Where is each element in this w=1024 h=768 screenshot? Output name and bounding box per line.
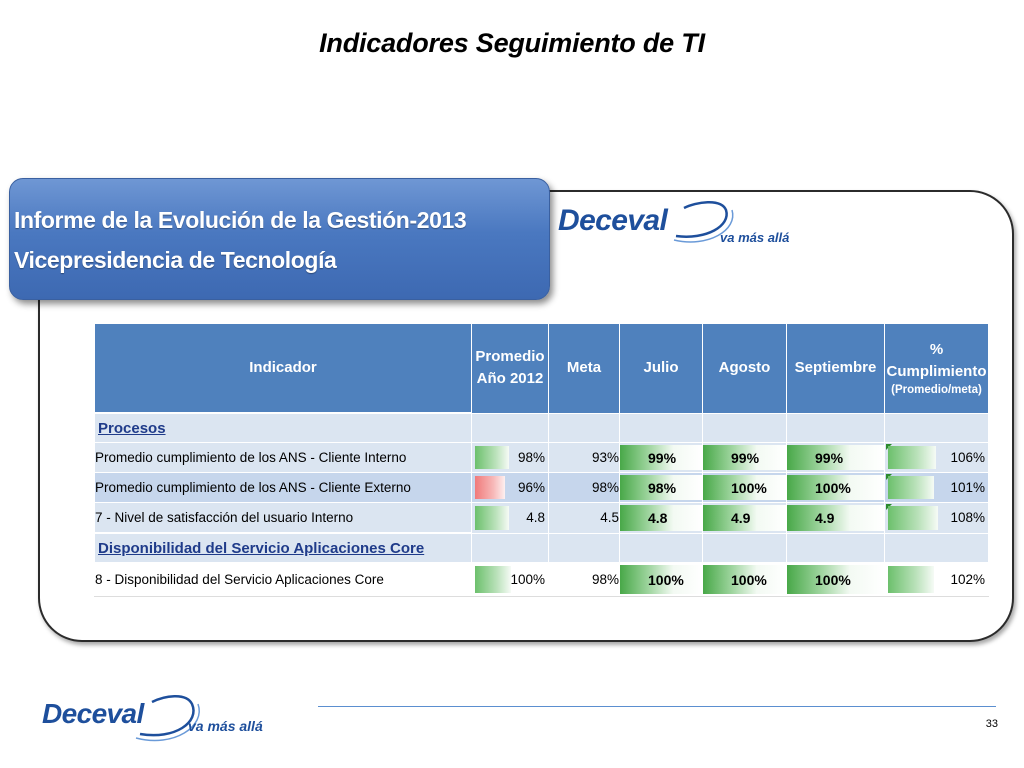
septiembre-cell: 99%	[786, 442, 885, 473]
slide-title: Indicadores Seguimiento de TI	[319, 28, 705, 58]
agosto-value: 100%	[731, 571, 767, 588]
table-row: Promedio cumplimiento de los ANS - Clien…	[94, 442, 989, 473]
page-number: 33	[985, 718, 998, 730]
septiembre-value: 100%	[815, 479, 851, 496]
cumplimiento-cell: 101%	[884, 472, 989, 503]
header-septiembre: Septiembre	[786, 323, 885, 414]
septiembre-cell: 4.9	[786, 502, 885, 534]
septiembre-value: 4.9	[815, 509, 835, 526]
table-row: 8 - Disponibilidad del Servicio Aplicaci…	[94, 562, 989, 597]
indicator-name: Promedio cumplimiento de los ANS - Clien…	[94, 442, 472, 473]
header-promedio: Promedio Año 2012	[471, 323, 549, 414]
julio-cell: 100%	[619, 562, 703, 597]
table-row: Promedio cumplimiento de los ANS - Clien…	[94, 472, 989, 503]
promedio-value: 98%	[517, 450, 545, 465]
deceval-logo-top: Deceval va más allá	[556, 196, 796, 260]
julio-cell: 98%	[619, 472, 703, 503]
footer-divider	[318, 706, 996, 707]
meta-value: 93%	[548, 442, 620, 473]
banner-title: Informe de la Evolución de la Gestión-20…	[14, 207, 467, 233]
indicator-name: 8 - Disponibilidad del Servicio Aplicaci…	[94, 562, 472, 597]
cumplimiento-value: 106%	[950, 450, 985, 465]
section-title: Disponibilidad del Servicio Aplicaciones…	[94, 532, 472, 563]
agosto-cell: 99%	[702, 442, 787, 473]
header-promedio-label: Promedio Año 2012	[475, 348, 545, 388]
agosto-value: 4.9	[731, 509, 751, 526]
header-cumplimiento-label: % Cumplimiento	[886, 341, 987, 381]
logo-swoosh-icon	[673, 201, 734, 243]
table-row: 7 - Nivel de satisfacción del usuario In…	[94, 502, 989, 534]
septiembre-value: 100%	[815, 571, 851, 588]
promedio-cell: 100%	[471, 562, 549, 597]
table-header-row: Indicador Promedio Año 2012 Meta Julio A…	[94, 323, 989, 414]
report-banner: Informe de la Evolución de la Gestión-20…	[9, 178, 550, 300]
julio-value: 98%	[648, 479, 677, 496]
cumplimiento-value: 108%	[950, 510, 985, 526]
indicator-name: 7 - Nivel de satisfacción del usuario In…	[94, 502, 472, 534]
logo-swoosh-icon	[135, 695, 200, 742]
promedio-value: 100%	[510, 572, 545, 587]
agosto-cell: 100%	[702, 562, 787, 597]
footer-logo-tagline: va más allá	[188, 718, 263, 734]
header-julio: Julio	[619, 323, 703, 414]
indicator-name: Promedio cumplimiento de los ANS - Clien…	[94, 472, 472, 503]
meta-value: 98%	[548, 472, 620, 503]
promedio-cell: 96%	[471, 472, 549, 503]
promedio-value: 96%	[517, 480, 545, 495]
septiembre-value: 99%	[815, 449, 844, 466]
cumplimiento-cell: 102%	[884, 562, 989, 597]
header-meta: Meta	[548, 323, 620, 414]
promedio-value: 4.8	[526, 510, 545, 526]
section-row: Procesos	[94, 412, 989, 443]
deceval-logo-footer: Deceval va más allá	[40, 688, 280, 752]
agosto-cell: 4.9	[702, 502, 787, 534]
header-cumplimiento-sub: (Promedio/meta)	[891, 384, 982, 397]
cumplimiento-value: 101%	[950, 480, 985, 495]
julio-value: 100%	[648, 571, 684, 588]
julio-cell: 99%	[619, 442, 703, 473]
header-indicador: Indicador	[94, 323, 472, 414]
header-agosto: Agosto	[702, 323, 787, 414]
footer-logo-wordmark: Deceval	[42, 698, 144, 729]
section-row: Disponibilidad del Servicio Aplicaciones…	[94, 532, 989, 563]
header-cumplimiento: % Cumplimiento (Promedio/meta)	[884, 323, 989, 414]
banner-subtitle: Vicepresidencia de Tecnología	[14, 247, 337, 273]
cumplimiento-cell: 108%	[884, 502, 989, 534]
logo-wordmark: Deceval	[558, 204, 668, 237]
julio-value: 4.8	[648, 509, 668, 526]
meta-value: 4.5	[548, 502, 620, 534]
julio-value: 99%	[648, 449, 677, 466]
agosto-value: 100%	[731, 479, 767, 496]
logo-tagline: va más allá	[720, 230, 790, 245]
promedio-cell: 98%	[471, 442, 549, 473]
cumplimiento-value: 102%	[950, 572, 985, 587]
cumplimiento-cell: 106%	[884, 442, 989, 473]
septiembre-cell: 100%	[786, 562, 885, 597]
indicators-table: Indicador Promedio Año 2012 Meta Julio A…	[94, 323, 989, 597]
septiembre-cell: 100%	[786, 472, 885, 503]
section-title: Procesos	[94, 412, 472, 443]
julio-cell: 4.8	[619, 502, 703, 534]
meta-value: 98%	[548, 562, 620, 597]
promedio-cell: 4.8	[471, 502, 549, 534]
agosto-cell: 100%	[702, 472, 787, 503]
agosto-value: 99%	[731, 449, 760, 466]
